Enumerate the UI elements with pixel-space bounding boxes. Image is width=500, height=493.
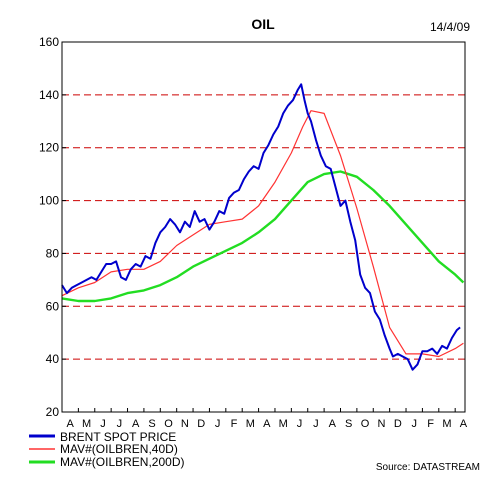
y-tick-label-60: 60	[46, 299, 60, 313]
x-tick-label-19: N	[377, 418, 385, 430]
x-tick-label-24: A	[460, 418, 468, 430]
x-tick-label-7: N	[181, 418, 189, 430]
legend: BRENT SPOT PRICE MAV#(OILBREN,40D) MAV#(…	[29, 430, 184, 469]
y-axis-ticks: 160 140 120 100 80 60 40 20	[39, 35, 66, 419]
x-tick-label-20: D	[394, 418, 402, 430]
x-tick-label-21: J	[411, 418, 417, 430]
x-tick-label-1: M	[82, 418, 91, 430]
plot-frame	[61, 41, 466, 413]
x-tick-label-18: O	[361, 418, 370, 430]
y-tick-label-40: 40	[46, 352, 60, 366]
x-tick-label-16: A	[329, 418, 337, 430]
x-tick-label-14: J	[297, 418, 303, 430]
y-tick-label-100: 100	[39, 194, 59, 208]
y-tick-label-80: 80	[46, 246, 60, 260]
x-tick-label-17: S	[345, 418, 352, 430]
legend-label-mav40: MAV#(OILBREN,40D)	[60, 442, 178, 456]
chart-title: OIL	[251, 16, 275, 32]
x-tick-label-2: J	[100, 418, 106, 430]
y-tick-label-160: 160	[39, 35, 59, 49]
chart-date: 14/4/09	[430, 20, 470, 34]
x-tick-label-12: A	[263, 418, 271, 430]
legend-label-brent: BRENT SPOT PRICE	[60, 430, 176, 444]
x-tick-label-23: M	[442, 418, 451, 430]
brent-spot-line	[61, 83, 461, 371]
x-tick-label-10: F	[231, 418, 238, 430]
x-tick-label-8: D	[197, 418, 205, 430]
x-tick-label-6: O	[164, 418, 173, 430]
x-tick-label-4: A	[132, 418, 140, 430]
x-tick-label-5: S	[148, 418, 155, 430]
mav40-line	[61, 110, 464, 358]
x-tick-label-9: J	[215, 418, 221, 430]
x-tick-label-22: F	[427, 418, 434, 430]
x-tick-label-15: J	[313, 418, 319, 430]
x-tick-label-11: M	[246, 418, 255, 430]
x-tick-label-0: A	[67, 418, 75, 430]
source-note: Source: DATASTREAM	[376, 462, 480, 473]
y-tick-label-120: 120	[39, 141, 59, 155]
legend-label-mav200: MAV#(OILBREN,200D)	[60, 455, 184, 469]
gridlines	[62, 94, 465, 360]
y-tick-label-20: 20	[46, 405, 60, 419]
series-lines	[61, 83, 465, 371]
mav200-line	[61, 170, 465, 303]
x-tick-label-13: M	[279, 418, 288, 430]
y-tick-label-140: 140	[39, 88, 59, 102]
x-tick-label-3: J	[117, 418, 123, 430]
